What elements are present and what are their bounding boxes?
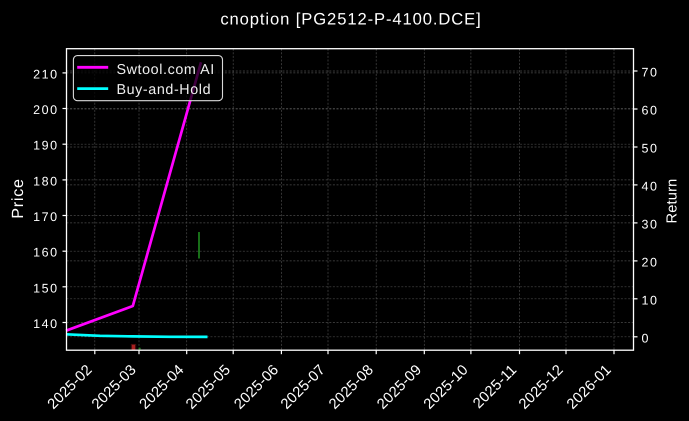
svg-text:140: 140 [33,317,59,331]
svg-text:40: 40 [642,179,659,193]
svg-text:200: 200 [33,103,59,117]
svg-text:Buy-and-Hold: Buy-and-Hold [117,82,212,98]
svg-text:10: 10 [642,293,659,307]
svg-text:60: 60 [642,104,659,118]
svg-text:Return: Return [665,178,681,223]
svg-text:170: 170 [33,210,59,224]
svg-text:160: 160 [33,246,59,260]
svg-text:30: 30 [642,217,659,231]
svg-text:Price: Price [9,178,27,218]
svg-text:180: 180 [33,174,59,188]
svg-text:cnoption [PG2512-P-4100.DCE]: cnoption [PG2512-P-4100.DCE] [220,9,481,28]
svg-text:Swtool.com AI: Swtool.com AI [117,62,215,78]
svg-text:20: 20 [642,255,659,269]
svg-text:70: 70 [642,66,659,80]
svg-text:50: 50 [642,142,659,156]
svg-text:210: 210 [33,67,59,81]
svg-text:190: 190 [33,139,59,153]
svg-text:150: 150 [33,281,59,295]
svg-text:0: 0 [642,331,651,345]
